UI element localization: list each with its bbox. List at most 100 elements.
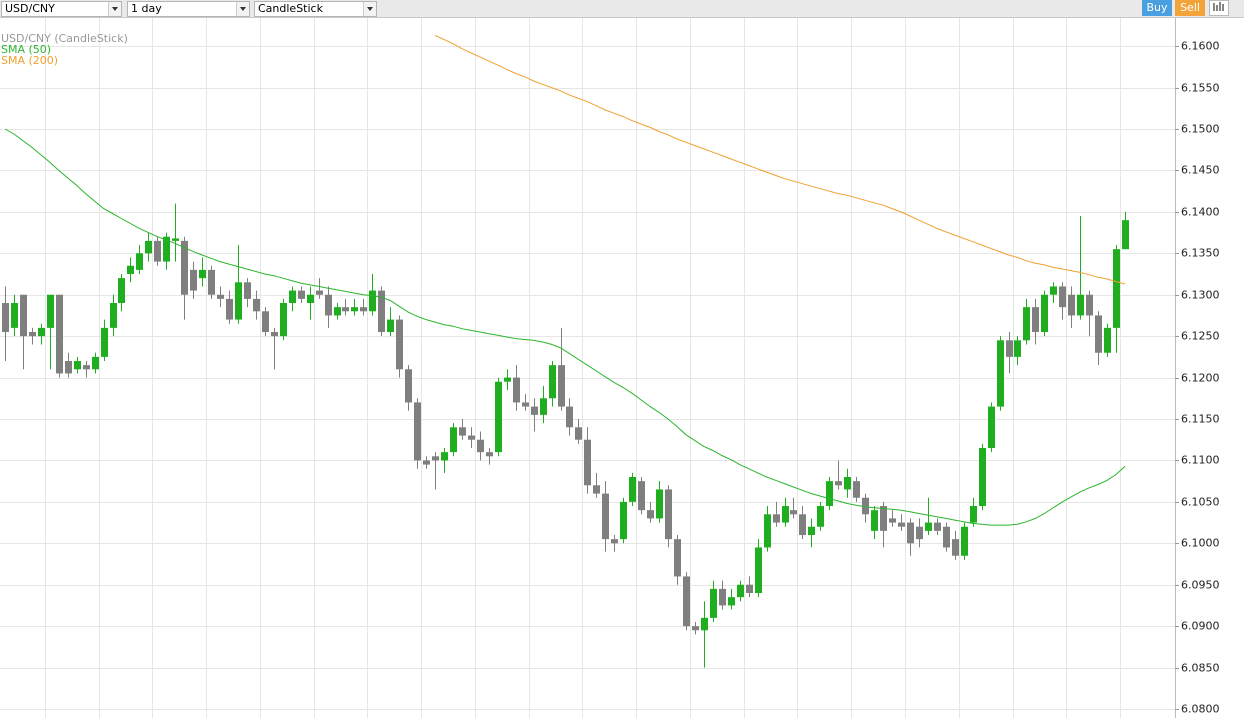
- candle-body: [549, 365, 556, 399]
- candle-body: [889, 518, 896, 523]
- candle-body: [880, 506, 887, 531]
- candle-body: [979, 448, 986, 507]
- candle-body: [262, 311, 269, 333]
- y-tick-label: 6.0950: [1181, 579, 1220, 592]
- candle-body: [432, 456, 439, 461]
- y-tick-label: 6.1000: [1181, 537, 1220, 550]
- candle-body: [199, 269, 206, 279]
- symbol-select[interactable]: USD/CNY: [1, 1, 122, 17]
- candle-body: [540, 398, 547, 415]
- style-select[interactable]: CandleStick: [254, 1, 377, 17]
- candle-body: [710, 588, 717, 618]
- candle-body: [2, 303, 9, 333]
- candle-body: [118, 278, 125, 304]
- style-text: CandleStick: [258, 2, 323, 15]
- y-tick-label: 6.1050: [1181, 496, 1220, 509]
- candle-body: [898, 522, 905, 527]
- candle-body: [378, 290, 385, 333]
- y-tick-label: 6.1450: [1181, 164, 1220, 177]
- candle-body: [307, 294, 314, 304]
- candle-body: [916, 526, 923, 540]
- candle-body: [351, 307, 358, 312]
- candle-body: [683, 576, 690, 627]
- candle-body: [862, 497, 869, 515]
- candle-body: [719, 588, 726, 606]
- interval-select[interactable]: 1 day: [127, 1, 250, 17]
- plot-background: [0, 18, 1175, 718]
- sma-line: [434, 34, 1126, 285]
- sma-line: [4, 128, 1126, 526]
- sell-button[interactable]: Sell: [1175, 0, 1205, 16]
- candle-body: [1077, 294, 1084, 316]
- toolbar: USD/CNY 1 day CandleStick Buy Sell: [0, 0, 1244, 18]
- y-tick-label: 6.1200: [1181, 372, 1220, 385]
- candle-body: [65, 361, 72, 374]
- candle-body: [190, 269, 197, 291]
- candle-body: [602, 493, 609, 540]
- candle-body: [656, 489, 663, 519]
- candle-body: [1059, 286, 1066, 308]
- candle-body: [235, 282, 242, 320]
- candle-body: [817, 506, 824, 527]
- candle-body: [1041, 294, 1048, 333]
- candle-body: [316, 290, 323, 295]
- candle-body: [334, 307, 341, 316]
- candle-body: [1113, 249, 1120, 328]
- y-tick-label: 6.0850: [1181, 662, 1220, 675]
- candle-body: [871, 510, 878, 531]
- candle-body: [665, 489, 672, 540]
- candle-body: [566, 406, 573, 428]
- candle-body: [1095, 315, 1102, 353]
- candle-body: [504, 377, 511, 382]
- candle-body: [629, 477, 636, 502]
- candle-body: [593, 485, 600, 494]
- candle-body: [1086, 294, 1093, 316]
- candle-body: [799, 514, 806, 536]
- interval-text: 1 day: [131, 2, 162, 15]
- candle-body: [414, 402, 421, 461]
- candle-body: [701, 617, 708, 631]
- y-tick-label: 6.0900: [1181, 620, 1220, 633]
- legend-title: USD/CNY (CandleStick): [1, 32, 128, 45]
- candle-body: [584, 439, 591, 486]
- candle-body: [773, 514, 780, 523]
- candle-body: [459, 427, 466, 436]
- candle-body: [737, 584, 744, 598]
- candle-body: [289, 290, 296, 304]
- candle-body: [110, 303, 117, 328]
- candle-body: [575, 427, 582, 440]
- candle-body: [638, 481, 645, 511]
- candle-body: [468, 435, 475, 440]
- candle-body: [764, 514, 771, 548]
- candle-body: [925, 522, 932, 531]
- candle-body: [360, 307, 367, 312]
- candle-body: [907, 522, 914, 544]
- candle-body: [369, 290, 376, 312]
- candle-body: [56, 294, 63, 374]
- candle-body: [136, 253, 143, 270]
- candle-body: [145, 240, 152, 254]
- candle-body: [423, 460, 430, 465]
- candle-body: [325, 294, 332, 316]
- candle-body: [1104, 327, 1111, 353]
- y-tick-label: 6.0800: [1181, 703, 1220, 716]
- candle-body: [952, 539, 959, 556]
- candle-body: [674, 539, 681, 577]
- buy-button[interactable]: Buy: [1142, 0, 1172, 16]
- candle-body: [208, 269, 215, 295]
- candle-body: [1014, 340, 1021, 357]
- chart-icon-button[interactable]: [1209, 0, 1229, 16]
- y-tick-label: 6.1550: [1181, 82, 1220, 95]
- candle-body: [477, 439, 484, 453]
- candle-body: [844, 477, 851, 490]
- candle-body: [1023, 307, 1030, 341]
- candle-body: [486, 452, 493, 457]
- candle-body: [943, 526, 950, 548]
- candle-body: [163, 236, 170, 262]
- y-tick-label: 6.1100: [1181, 454, 1220, 467]
- candle-body: [495, 381, 502, 453]
- candle-body: [647, 510, 654, 519]
- candle-body: [531, 406, 538, 415]
